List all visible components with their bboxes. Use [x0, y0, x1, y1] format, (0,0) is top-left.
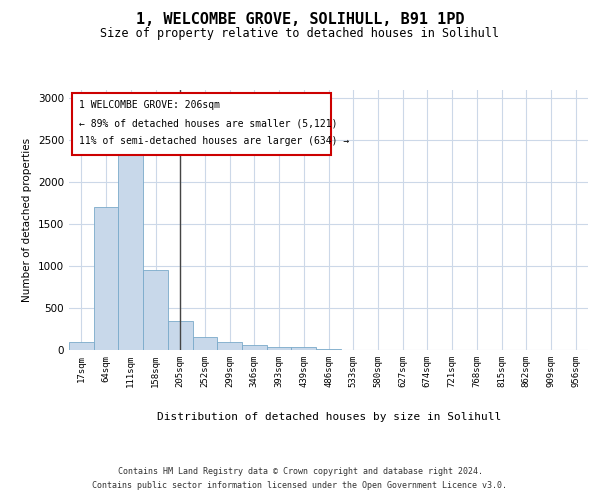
Text: ← 89% of detached houses are smaller (5,121): ← 89% of detached houses are smaller (5,…: [79, 118, 338, 128]
Text: 1, WELCOMBE GROVE, SOLIHULL, B91 1PD: 1, WELCOMBE GROVE, SOLIHULL, B91 1PD: [136, 12, 464, 28]
Bar: [217, 342, 242, 350]
Text: Contains public sector information licensed under the Open Government Licence v3: Contains public sector information licen…: [92, 481, 508, 490]
Bar: [69, 342, 94, 350]
Text: Size of property relative to detached houses in Solihull: Size of property relative to detached ho…: [101, 28, 499, 40]
Bar: [168, 320, 193, 350]
Bar: [193, 338, 217, 350]
Bar: [316, 349, 341, 350]
Text: Contains HM Land Registry data © Crown copyright and database right 2024.: Contains HM Land Registry data © Crown c…: [118, 468, 482, 476]
Bar: [118, 148, 143, 350]
Bar: [267, 348, 292, 350]
Bar: [292, 348, 316, 350]
Text: 11% of semi-detached houses are larger (634) →: 11% of semi-detached houses are larger (…: [79, 136, 350, 146]
Y-axis label: Number of detached properties: Number of detached properties: [22, 138, 32, 302]
Text: 1 WELCOMBE GROVE: 206sqm: 1 WELCOMBE GROVE: 206sqm: [79, 100, 220, 110]
FancyBboxPatch shape: [71, 92, 331, 155]
Bar: [143, 270, 168, 350]
Bar: [242, 345, 267, 350]
Text: Distribution of detached houses by size in Solihull: Distribution of detached houses by size …: [157, 412, 501, 422]
Bar: [94, 208, 118, 350]
